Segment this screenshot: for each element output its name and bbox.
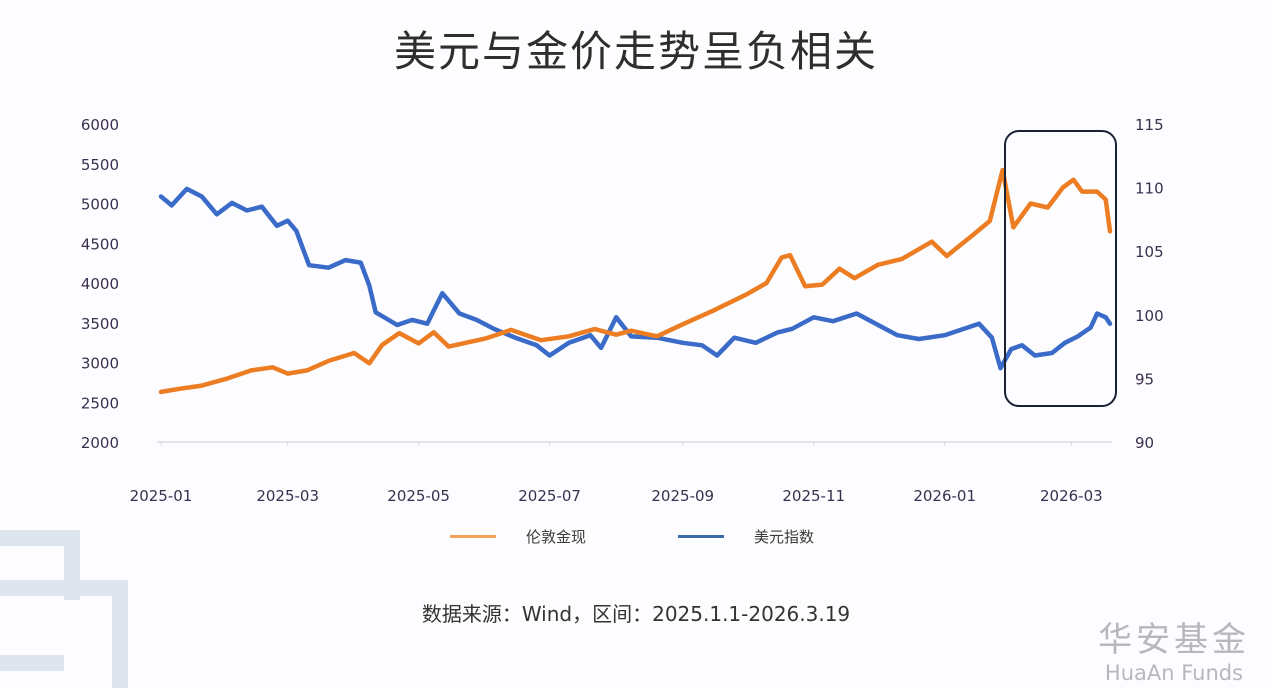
x-tick-label: 2025-01 (130, 487, 193, 505)
x-tick-label: 2026-03 (1040, 487, 1103, 505)
y-left-tick-label: 3000 (81, 355, 119, 373)
highlight-box (1004, 130, 1117, 407)
legend-swatch-dxy (678, 535, 724, 538)
y-left-tick-label: 2500 (81, 394, 119, 412)
y-right-tick-label: 115 (1135, 116, 1164, 134)
y-right-tick-label: 100 (1135, 307, 1164, 325)
series-line-gold (158, 167, 1113, 395)
decor-bar-horizontal (0, 580, 128, 596)
decor-bar-vertical (0, 530, 80, 546)
legend-label-dxy: 美元指数 (754, 528, 815, 546)
x-tick-label: 2025-09 (651, 487, 714, 505)
legend-swatch-gold (450, 535, 496, 538)
x-tick-label: 2025-03 (256, 487, 319, 505)
legend-item-dxy: 美元指数 (678, 526, 814, 547)
series-line-dxy (158, 186, 1113, 371)
legend-item-gold: 伦敦金现 (450, 526, 586, 547)
huaan-logo: 华安基金 HuaAn Funds (1098, 612, 1250, 685)
y-left-tick-label: 4500 (81, 235, 119, 253)
decor-bar-vertical-3 (112, 580, 128, 688)
logo-cn: 华安基金 (1098, 620, 1250, 660)
y-left-tick-label: 2000 (81, 434, 119, 452)
y-right-tick-label: 90 (1135, 434, 1154, 452)
x-tick-label: 2025-11 (782, 487, 845, 505)
y-left-tick-label: 4000 (81, 275, 119, 293)
chart: 2025-01 2025-03 2025-05 2025-07 2025-09 2025-… (81, 116, 1164, 505)
y-left-tick-label: 5500 (81, 156, 119, 174)
y-right-tick-label: 105 (1135, 243, 1164, 261)
logo-en: HuaAn Funds (1104, 661, 1244, 685)
chart-title: 美元与金价走势呈负相关 (393, 27, 878, 76)
decor-bar-bottom (0, 655, 64, 671)
x-tick-label: 2025-07 (518, 487, 581, 505)
y-right-tick-label: 95 (1135, 370, 1154, 388)
y-left-tick-label: 3500 (81, 315, 119, 333)
x-tick-label: 2025-05 (387, 487, 450, 505)
x-tick-label: 2026-01 (913, 487, 976, 505)
legend-label-gold: 伦敦金现 (526, 528, 587, 546)
y-right-tick-label: 110 (1135, 180, 1164, 198)
y-left-tick-label: 6000 (81, 116, 119, 134)
data-source-note: 数据来源：Wind，区间：2025.1.1-2026.3.19 (421, 602, 851, 626)
y-left-tick-label: 5000 (81, 196, 119, 214)
